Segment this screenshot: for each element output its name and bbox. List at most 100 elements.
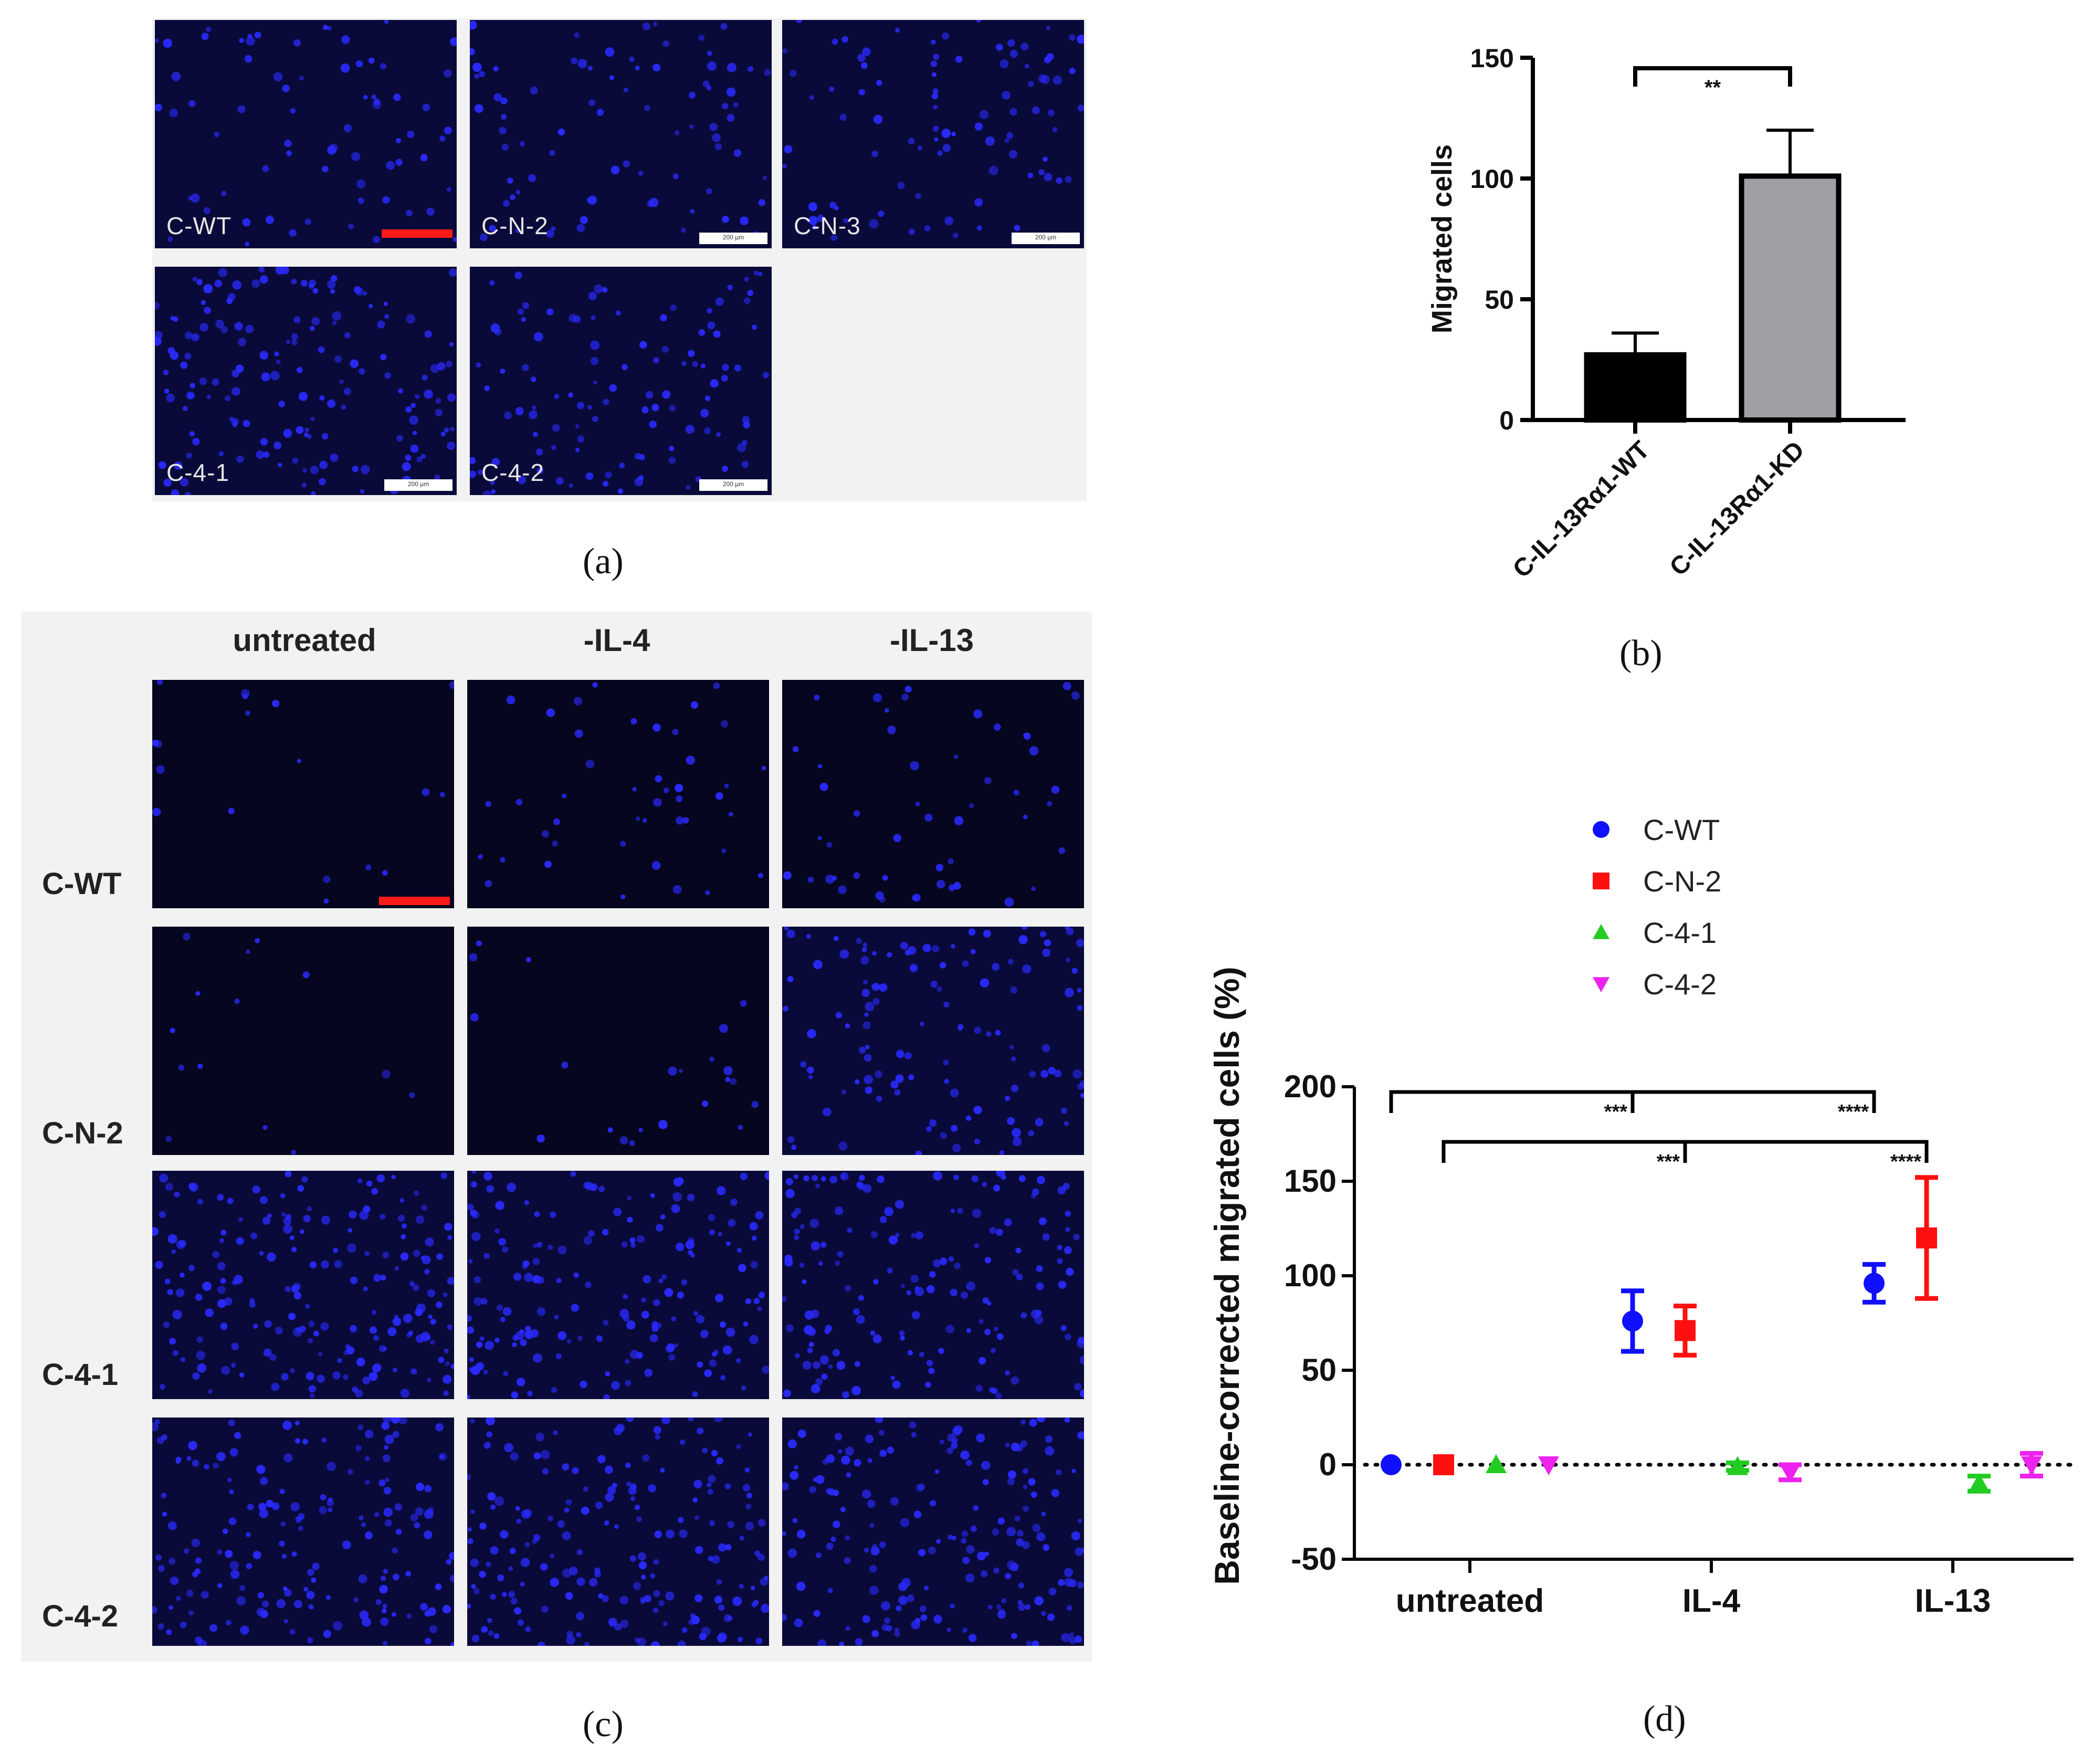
nucleus-dot <box>630 1243 636 1248</box>
nucleus-dot <box>571 1304 579 1312</box>
row-header-c-4-2: C-4-2 <box>42 1599 119 1633</box>
nucleus-dot <box>152 1422 159 1432</box>
nucleus-dot <box>170 316 175 321</box>
nucleus-dot <box>382 196 390 204</box>
nucleus-dot <box>815 1552 822 1559</box>
nucleus-dot <box>1009 108 1017 116</box>
nucleus-dot <box>742 416 750 424</box>
nucleus-dot <box>689 91 696 99</box>
nucleus-dot <box>900 1518 910 1527</box>
nucleus-dot <box>835 1260 840 1266</box>
nucleus-dot <box>1032 106 1040 114</box>
nucleus-dot <box>961 1292 968 1299</box>
nucleus-dot <box>845 1535 850 1541</box>
nucleus-dot <box>424 330 432 338</box>
nucleus-dot <box>588 1230 595 1237</box>
nucleus-dot <box>232 280 241 290</box>
nucleus-dot <box>709 123 718 131</box>
nucleus-dot <box>830 1536 836 1542</box>
nucleus-dot <box>235 364 244 373</box>
nucleus-dot <box>952 1143 961 1152</box>
nucleus-dot <box>554 1315 559 1320</box>
nucleus-dot <box>962 1628 967 1633</box>
nucleus-dot <box>1035 1118 1044 1127</box>
nucleus-dot <box>369 1326 377 1334</box>
nucleus-dot <box>152 739 160 747</box>
nucleus-dot <box>834 936 839 941</box>
nucleus-dot <box>960 1450 970 1460</box>
nucleus-dot <box>306 1591 315 1600</box>
nucleus-dot <box>1016 1274 1023 1280</box>
row-header-c-wt: C-WT <box>42 867 122 901</box>
nucleus-dot <box>550 1553 554 1558</box>
nucleus-dot <box>937 880 945 889</box>
nucleus-dot <box>479 71 485 77</box>
nucleus-dot <box>751 1101 759 1108</box>
nucleus-dot <box>382 1252 390 1258</box>
nucleus-dot <box>384 20 388 24</box>
nucleus-dot <box>500 1530 509 1539</box>
nucleus-dot <box>632 787 637 792</box>
nucleus-dot <box>540 1563 548 1571</box>
nucleus-dot <box>994 1326 998 1331</box>
nucleus-dot <box>482 490 492 495</box>
nucleus-dot <box>809 1219 819 1228</box>
nucleus-dot <box>282 1421 292 1430</box>
nucleus-dot <box>1002 91 1011 100</box>
nucleus-dot <box>875 984 881 990</box>
nucleus-dot <box>310 416 315 421</box>
nucleus-dot <box>754 270 759 276</box>
nucleus-dot <box>1048 1067 1056 1075</box>
nucleus-dot <box>725 1327 735 1337</box>
nucleus-dot <box>879 983 888 992</box>
nucleus-dot <box>724 783 729 789</box>
nucleus-dot <box>204 1464 209 1469</box>
nucleus-dot <box>1064 1418 1070 1423</box>
nucleus-dot <box>1066 1605 1072 1611</box>
nucleus-dot <box>161 1493 167 1498</box>
nucleus-dot <box>568 392 573 398</box>
y-tick-label: 150 <box>1284 1163 1337 1199</box>
nucleus-dot <box>165 1136 172 1142</box>
nucleus-dot <box>267 1213 272 1218</box>
nucleus-dot <box>406 1613 412 1619</box>
nucleus-dot <box>879 1541 886 1548</box>
nucleus-dot <box>946 1628 951 1632</box>
nucleus-dot <box>490 480 495 485</box>
nucleus-dot <box>833 1520 840 1528</box>
nucleus-dot <box>365 864 372 870</box>
nucleus-dot <box>196 1351 205 1360</box>
nucleus-dot <box>254 32 261 38</box>
nucleus-dot <box>1023 732 1028 738</box>
nucleus-dot <box>395 1528 402 1535</box>
nucleus-dot <box>660 1468 665 1473</box>
nucleus-dot <box>653 1559 659 1565</box>
legend-label: C-WT <box>1643 813 1720 846</box>
nucleus-dot <box>932 945 940 953</box>
nucleus-dot <box>384 314 390 319</box>
nucleus-dot <box>416 456 423 463</box>
nucleus-dot <box>808 1075 813 1079</box>
nucleus-dot <box>447 1235 453 1240</box>
nucleus-dot <box>530 376 536 382</box>
nucleus-dot <box>566 1339 572 1344</box>
nucleus-dot <box>168 1521 177 1530</box>
nucleus-dot <box>740 1000 747 1007</box>
nucleus-dot <box>988 165 998 175</box>
nucleus-dot <box>746 1493 753 1499</box>
nucleus-dot <box>800 1061 807 1068</box>
nucleus-dot <box>733 149 742 157</box>
nucleus-dot <box>520 1339 527 1346</box>
nuclei-layer <box>470 270 769 495</box>
nucleus-dot <box>521 1509 531 1519</box>
nucleus-dot <box>1026 1640 1032 1646</box>
nucleus-dot <box>1077 1581 1084 1589</box>
significance-label: ** <box>1705 76 1721 99</box>
nucleus-dot <box>712 1351 717 1357</box>
nucleus-dot <box>546 229 554 238</box>
y-tick-label: 100 <box>1284 1258 1337 1293</box>
nucleus-dot <box>782 1482 789 1490</box>
scale-bar: 200 µm <box>384 479 453 491</box>
nucleus-dot <box>514 1607 521 1615</box>
nucleus-dot <box>327 1462 336 1471</box>
